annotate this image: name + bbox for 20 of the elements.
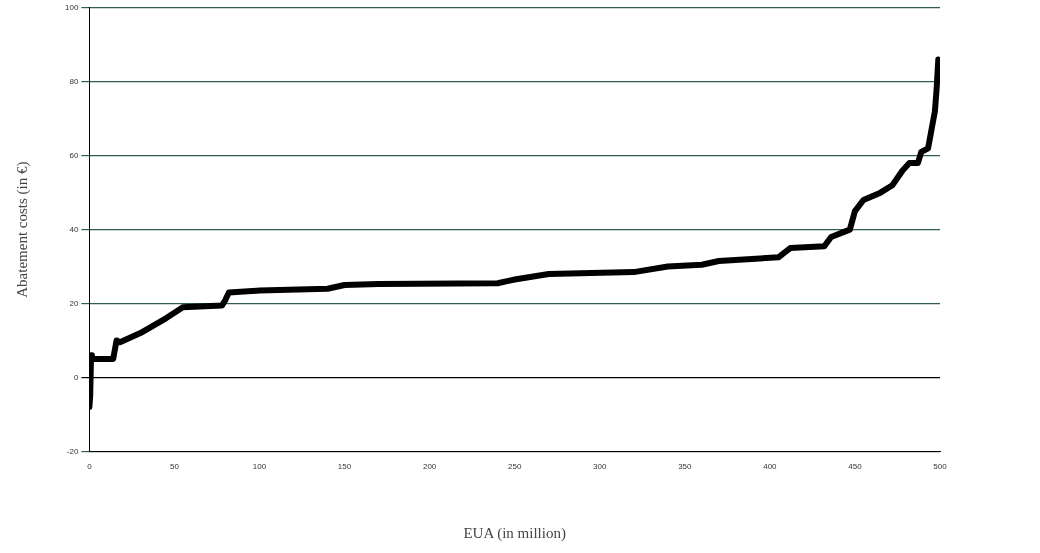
- y-tick-label: 100: [64, 3, 79, 12]
- x-tick-label: 200: [422, 462, 437, 472]
- y-tick-label: 40: [69, 224, 79, 234]
- y-tick-label: 0: [73, 372, 79, 382]
- x-tick-label: 500: [933, 462, 948, 472]
- x-tick-label: 100: [252, 462, 267, 472]
- x-tick-label: 0: [87, 462, 93, 472]
- x-tick-label: 50: [169, 462, 180, 472]
- x-tick-label: 150: [337, 462, 352, 472]
- y-tick-label: 20: [69, 298, 79, 308]
- y-tick-label: -20: [66, 446, 79, 456]
- x-axis-title: EUA (in million): [463, 524, 566, 542]
- x-tick-label: 300: [593, 462, 607, 472]
- y-tick-label: 60: [69, 150, 79, 160]
- x-tick-label: 250: [507, 462, 522, 472]
- y-axis-title: Abatement costs (in €): [13, 161, 31, 298]
- y-tick-label: 80: [69, 76, 79, 86]
- x-tick-label: 350: [678, 462, 693, 472]
- x-tick-label: 450: [848, 462, 863, 472]
- x-tick-label: 400: [763, 462, 778, 472]
